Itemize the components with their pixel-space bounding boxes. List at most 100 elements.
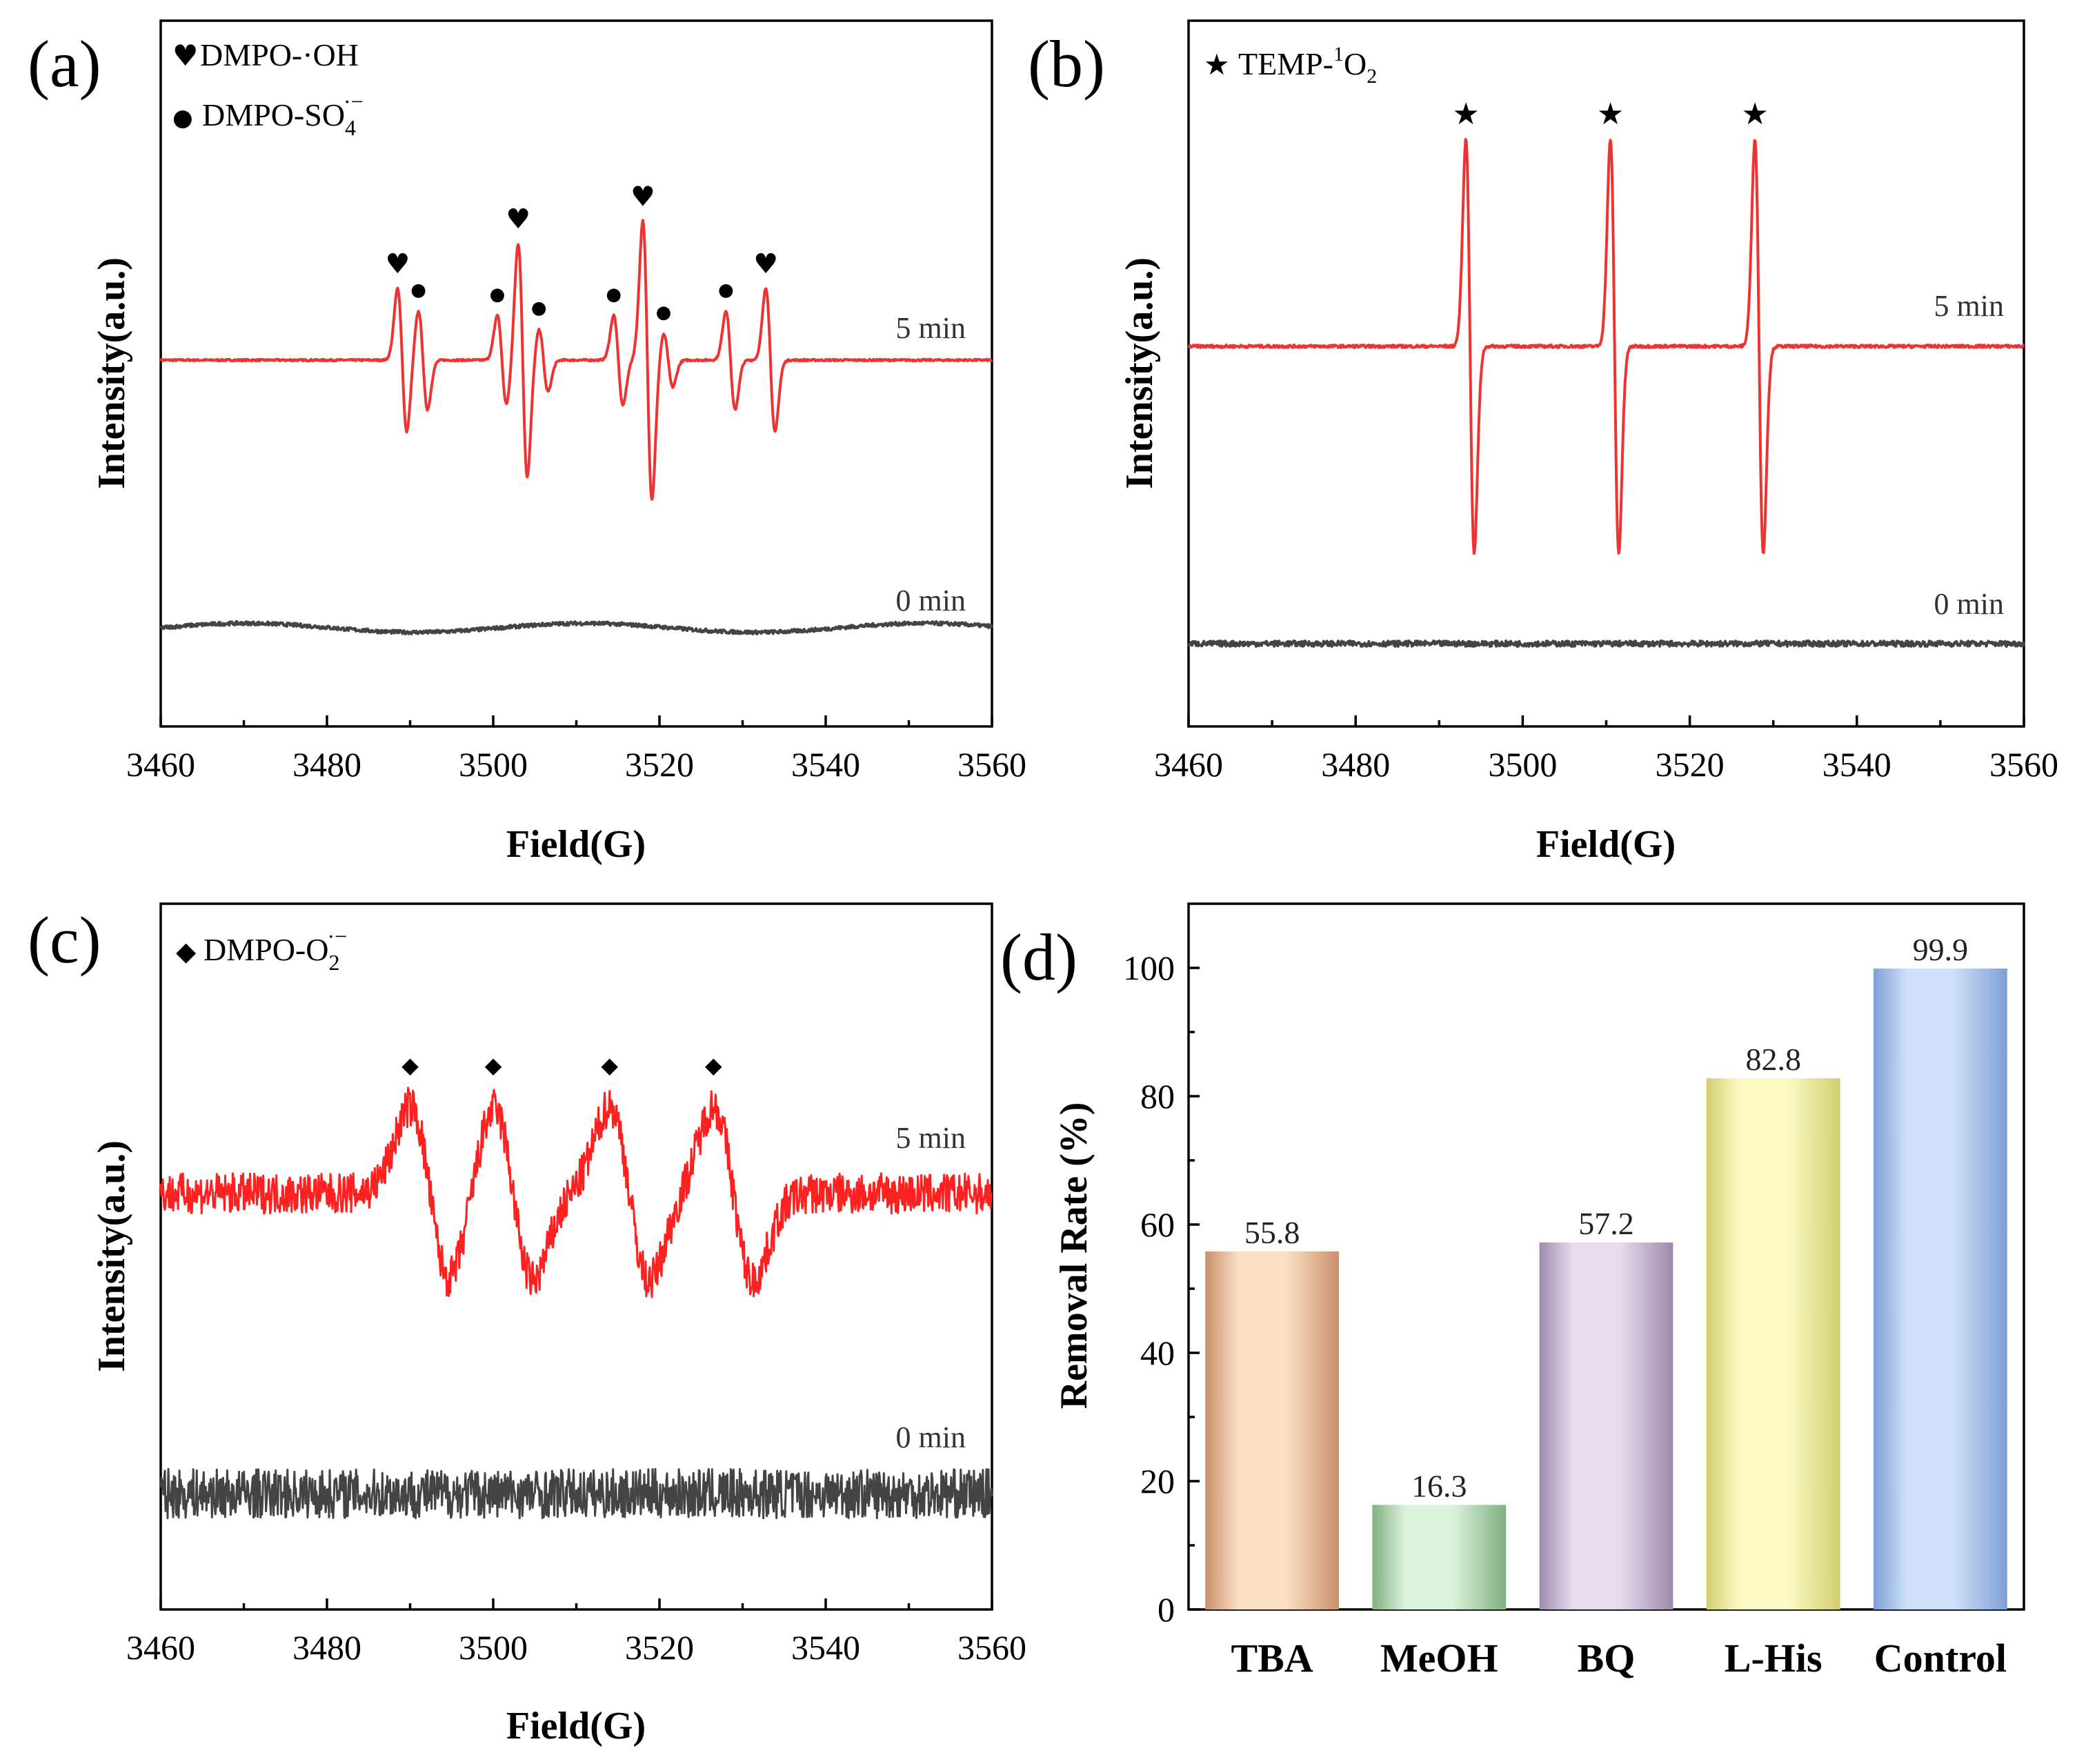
x-tick-label-a-3560: 3560 bbox=[957, 745, 1026, 784]
bar-value-label-bq: 57.2 bbox=[1578, 1206, 1634, 1241]
trace-b-5min bbox=[1187, 138, 2025, 555]
panel-label-c: (c) bbox=[28, 903, 101, 977]
x-tick-label-c-3520: 3520 bbox=[625, 1628, 694, 1667]
peak-marker-a-oh: ♥ bbox=[506, 204, 530, 235]
panel-label-d: (d) bbox=[1000, 920, 1077, 994]
x-tick-label-c-3560: 3560 bbox=[957, 1628, 1026, 1667]
x-tick-label-b-3500: 3500 bbox=[1488, 745, 1557, 784]
peak-markers-a: ♥● ●♥●●♥●●♥ bbox=[385, 181, 778, 324]
trace-label-5min-c: 5 min bbox=[896, 1121, 966, 1155]
bars-d: 55.8 TBA 16.3 MeOH 57.2 BQ 82.8 L-His 99.9 Contro… bbox=[1205, 932, 2007, 1681]
legend-label-so4-main: DMPO-SO bbox=[202, 97, 345, 132]
panel-d: (d) 0 20 40 60 80 100 55.8 TBA 16.3 MeOH 57.2 BQ 82… bbox=[1000, 902, 2025, 1681]
legend-label-o2-sub: 2 bbox=[328, 950, 339, 975]
x-tick-label-a-3480: 3480 bbox=[292, 745, 361, 784]
x-tick-label-a-3540: 3540 bbox=[791, 745, 860, 784]
bar-value-label-tba: 55.8 bbox=[1244, 1215, 1300, 1250]
x-ticks-a: 3460 3480 3500 3520 3540 3560 bbox=[126, 715, 1026, 784]
legend-label-1o2-main: TEMP- bbox=[1238, 46, 1333, 81]
legend-label-o2: DMPO-O2·− bbox=[203, 924, 347, 975]
x-tick-label-b-3460: 3460 bbox=[1154, 745, 1223, 784]
panel-c: (c) 3460 3480 3500 3520 3540 3560 Field(G) In… bbox=[28, 902, 1026, 1747]
bar-l-his bbox=[1706, 1078, 1840, 1609]
legend-marker-star: ★ bbox=[1204, 48, 1230, 81]
x-tick-label-c-3460: 3460 bbox=[126, 1628, 195, 1667]
legend-a: ♥ DMPO-·OH ● DMPO-SO4·− bbox=[172, 37, 364, 140]
x-tick-label-c-3500: 3500 bbox=[459, 1628, 528, 1667]
y-axis-label-a: Intensity(a.u.) bbox=[90, 257, 133, 489]
y-tick-label-d-0: 0 bbox=[1158, 1590, 1175, 1629]
legend-marker-diamond: ◆ bbox=[176, 936, 197, 967]
bar-value-label-l-his: 82.8 bbox=[1745, 1042, 1801, 1077]
peak-marker-a-so4: ● bbox=[718, 280, 734, 301]
peak-marker-a-so4: ● bbox=[606, 284, 622, 305]
trace-label-5min-a: 5 min bbox=[896, 311, 966, 345]
peak-marker-a-so4: ● bbox=[490, 284, 506, 305]
category-label-l-his: L-His bbox=[1725, 1636, 1822, 1681]
category-label-tba: TBA bbox=[1231, 1636, 1313, 1681]
peak-markers-b: ★ ★ ★ bbox=[1452, 97, 1768, 132]
y-tick-label-d-60: 60 bbox=[1140, 1205, 1175, 1244]
x-axis-label-a: Field(G) bbox=[506, 823, 646, 866]
panel-label-b: (b) bbox=[1028, 27, 1105, 101]
category-label-control: Control bbox=[1874, 1636, 2007, 1681]
legend-label-so4-sub: 4 bbox=[345, 115, 356, 140]
traces-a bbox=[159, 219, 993, 635]
peak-marker-a-oh: ♥ bbox=[385, 248, 410, 280]
trace-c-5min bbox=[159, 1087, 993, 1298]
y-ticks-d: 0 20 40 60 80 100 bbox=[1123, 949, 1200, 1629]
legend-label-1o2-o: O bbox=[1344, 46, 1367, 81]
x-ticks-b: 3460 3480 3500 3520 3540 3560 bbox=[1154, 715, 2058, 784]
x-tick-label-a-3520: 3520 bbox=[625, 745, 694, 784]
category-label-meoh: MeOH bbox=[1380, 1636, 1498, 1681]
y-tick-label-d-40: 40 bbox=[1140, 1334, 1175, 1372]
bar-tba bbox=[1205, 1251, 1339, 1609]
peak-marker-c-o2: ◆ bbox=[705, 1052, 722, 1078]
legend-label-o2-sup: ·− bbox=[327, 924, 347, 949]
trace-a-5min bbox=[159, 219, 993, 501]
trace-label-0min-c: 0 min bbox=[896, 1420, 966, 1454]
trace-a-0min bbox=[159, 620, 993, 635]
bar-value-label-control: 99.9 bbox=[1913, 932, 1969, 967]
legend-marker-dot: ● bbox=[172, 104, 193, 132]
panel-a: (a) 3460 3480 3500 3520 3540 3560 Field(G) In… bbox=[28, 19, 1026, 866]
y-tick-label-d-80: 80 bbox=[1140, 1077, 1175, 1116]
legend-label-o2-main: DMPO-O bbox=[203, 932, 328, 967]
trace-label-0min-b: 0 min bbox=[1934, 587, 2004, 621]
bar-control bbox=[1874, 968, 2007, 1609]
bar-bq bbox=[1539, 1242, 1673, 1609]
y-tick-label-d-20: 20 bbox=[1140, 1462, 1175, 1500]
peak-marker-c-o2: ◆ bbox=[601, 1052, 618, 1078]
peak-marker-b-1o2: ★ bbox=[1452, 97, 1479, 132]
x-tick-label-c-3480: 3480 bbox=[292, 1628, 361, 1667]
peak-marker-a-so4: ● bbox=[656, 302, 672, 323]
x-tick-label-c-3540: 3540 bbox=[791, 1628, 860, 1667]
peak-marker-a-so4: ● bbox=[410, 280, 426, 301]
trace-b-0min bbox=[1187, 640, 2025, 648]
legend-label-oh: DMPO-·OH bbox=[200, 37, 359, 72]
trace-label-0min-a: 0 min bbox=[896, 584, 966, 617]
bar-value-label-meoh: 16.3 bbox=[1411, 1468, 1467, 1503]
x-tick-label-a-3500: 3500 bbox=[459, 745, 528, 784]
legend-label-so4: DMPO-SO4·− bbox=[202, 89, 364, 140]
panel-label-a: (a) bbox=[28, 27, 101, 101]
peak-marker-a-oh: ♥ bbox=[630, 181, 655, 213]
legend-c: ◆ DMPO-O2·− bbox=[176, 924, 347, 975]
legend-label-1o2-sub: 2 bbox=[1367, 65, 1377, 88]
trace-label-5min-b: 5 min bbox=[1934, 289, 2004, 323]
y-axis-label-d: Removal Rate (%) bbox=[1053, 1102, 1095, 1409]
peak-marker-a-so4: ● bbox=[531, 298, 547, 319]
legend-label-so4-sup: ·− bbox=[344, 89, 364, 114]
x-tick-label-b-3560: 3560 bbox=[1989, 745, 2058, 784]
x-tick-label-a-3460: 3460 bbox=[126, 745, 195, 784]
y-axis-label-c: Intensity(a.u.) bbox=[90, 1140, 133, 1372]
peak-marker-a-oh: ♥ bbox=[753, 248, 778, 280]
legend-b: ★ TEMP-1O2 bbox=[1204, 43, 1377, 88]
x-axis-label-b: Field(G) bbox=[1536, 823, 1676, 866]
peak-marker-b-1o2: ★ bbox=[1741, 97, 1768, 132]
legend-marker-heart: ♥ bbox=[172, 39, 199, 72]
traces-b bbox=[1187, 138, 2025, 648]
x-axis-label-c: Field(G) bbox=[506, 1705, 646, 1747]
panel-b: (b) 3460 3480 3500 3520 3540 3560 Field(G) In… bbox=[1028, 19, 2058, 866]
